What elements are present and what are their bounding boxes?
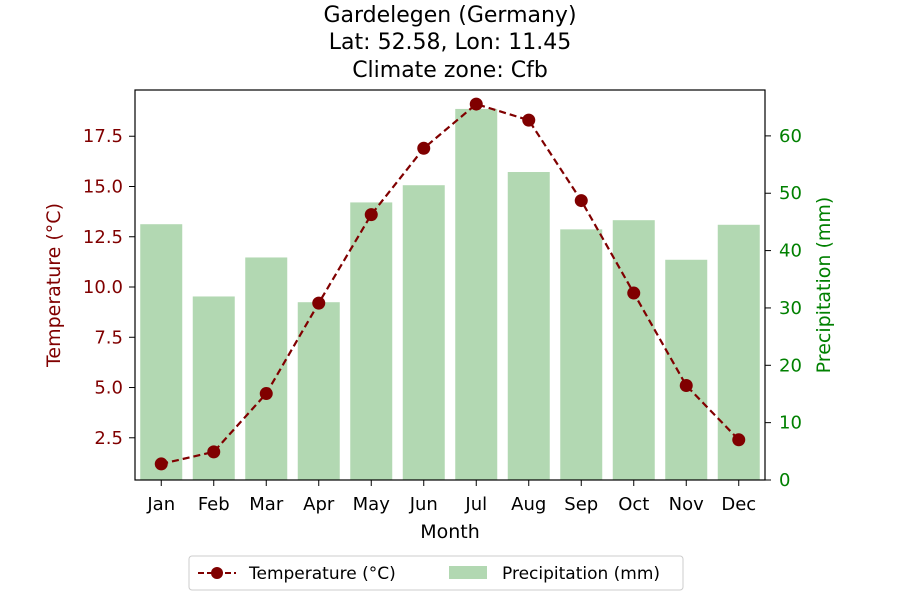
temperature-axis: 2.5 5.0 7.5 10.0 12.5 15.0 17.5	[83, 126, 135, 449]
precipitation-tick-label: 0	[779, 470, 790, 491]
precipitation-bar-jun	[402, 185, 445, 481]
precipitation-tick-label: 50	[779, 183, 802, 204]
x-tick-label: Jan	[146, 494, 175, 515]
legend-precipitation-label: Precipitation (mm)	[502, 564, 660, 584]
temperature-point-aug	[522, 113, 536, 127]
x-axis: Jan Feb Mar Apr May Jun Jul Aug Sep Oct Nov Dec	[146, 480, 756, 515]
precipitation-bar-mar	[245, 257, 288, 480]
x-tick-label: Aug	[511, 494, 546, 515]
temperature-axis-label: Temperature (°C)	[43, 203, 65, 368]
title-line-1: Gardelegen (Germany)	[323, 3, 576, 28]
x-tick-label: Apr	[303, 494, 335, 515]
legend: Temperature (°C) Precipitation (mm)	[188, 555, 684, 591]
x-axis-label: Month	[420, 521, 480, 543]
precipitation-axis-label: Precipitation (mm)	[813, 197, 835, 374]
x-tick-label: Jul	[464, 494, 487, 515]
temperature-tick-label: 2.5	[94, 428, 123, 449]
temperature-point-may	[364, 208, 378, 222]
temperature-tick-label: 10.0	[83, 277, 123, 298]
precipitation-tick-label: 40	[779, 241, 802, 262]
x-tick-label: Dec	[721, 494, 756, 515]
temperature-point-mar	[259, 387, 273, 401]
x-tick-label: Nov	[669, 494, 704, 515]
temperature-tick-label: 17.5	[83, 126, 123, 147]
precipitation-tick-label: 60	[779, 126, 802, 147]
temperature-point-oct	[627, 286, 641, 300]
temperature-point-dec	[732, 433, 746, 447]
x-tick-label: Jun	[409, 494, 438, 515]
precipitation-tick-label: 10	[779, 413, 802, 434]
temperature-point-jul	[469, 97, 483, 111]
legend-box	[188, 555, 684, 591]
precipitation-bar-jan	[140, 224, 183, 480]
precipitation-bar-may	[350, 202, 393, 481]
temperature-point-nov	[679, 379, 693, 393]
precipitation-bar-nov	[665, 259, 708, 480]
precipitation-tick-label: 20	[779, 355, 802, 376]
temperature-tick-label: 5.0	[94, 378, 123, 399]
legend-precipitation-swatch	[449, 566, 487, 579]
x-tick-label: Feb	[198, 494, 230, 515]
chart-title: Gardelegen (Germany) Lat: 52.58, Lon: 11…	[323, 3, 576, 83]
temperature-point-apr	[312, 296, 326, 310]
temperature-point-jan	[154, 457, 168, 471]
title-line-2: Lat: 52.58, Lon: 11.45	[329, 30, 571, 55]
precipitation-bar-aug	[507, 172, 550, 480]
temperature-point-feb	[207, 445, 221, 459]
temperature-point-sep	[574, 194, 588, 208]
title-line-3: Climate zone: Cfb	[352, 58, 548, 83]
x-tick-label: Oct	[618, 494, 649, 515]
temperature-tick-label: 15.0	[83, 176, 123, 197]
legend-temperature-marker	[211, 567, 223, 579]
precipitation-axis: 0 10 20 30 40 50 60	[765, 126, 802, 491]
precipitation-bar-oct	[612, 220, 655, 481]
x-tick-label: Mar	[249, 494, 284, 515]
precipitation-bars	[140, 108, 760, 481]
precipitation-bar-jul	[455, 108, 498, 481]
x-tick-label: May	[353, 494, 391, 515]
precipitation-bar-sep	[560, 229, 603, 480]
legend-temperature-label: Temperature (°C)	[248, 564, 396, 584]
temperature-tick-label: 12.5	[83, 227, 123, 248]
precipitation-tick-label: 30	[779, 298, 802, 319]
temperature-series	[154, 97, 746, 471]
temperature-tick-label: 7.5	[94, 327, 123, 348]
x-tick-label: Sep	[564, 494, 598, 515]
precipitation-bar-apr	[297, 302, 340, 480]
temperature-point-jun	[417, 141, 431, 155]
plot-frame	[134, 89, 766, 481]
